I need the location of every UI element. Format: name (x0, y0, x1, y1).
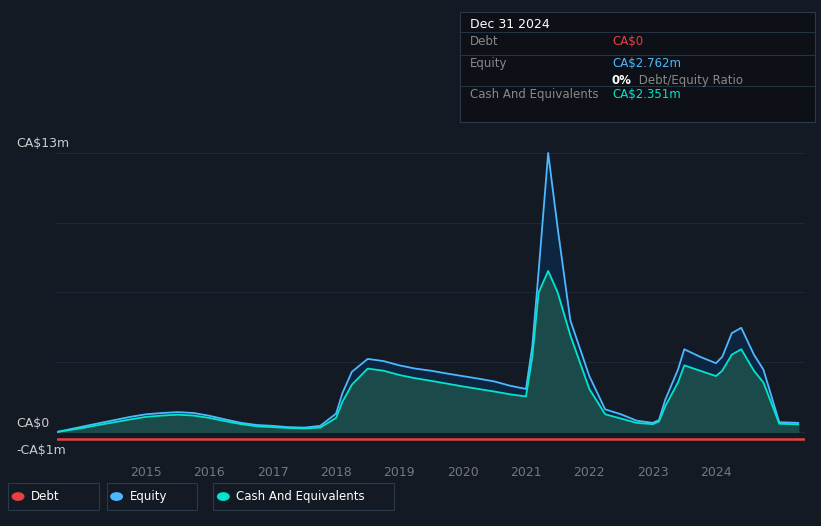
Text: Dec 31 2024: Dec 31 2024 (470, 18, 549, 32)
Text: CA$2.762m: CA$2.762m (612, 57, 681, 70)
Text: CA$13m: CA$13m (16, 137, 70, 150)
Text: Equity: Equity (130, 490, 167, 503)
Text: Equity: Equity (470, 57, 507, 70)
Text: CA$2.351m: CA$2.351m (612, 88, 681, 102)
Text: CA$0: CA$0 (16, 417, 49, 430)
Text: Debt/Equity Ratio: Debt/Equity Ratio (635, 74, 743, 87)
Text: Debt: Debt (470, 35, 498, 48)
Text: CA$0: CA$0 (612, 35, 643, 48)
Text: -CA$1m: -CA$1m (16, 444, 67, 457)
Text: Cash And Equivalents: Cash And Equivalents (470, 88, 599, 102)
Text: Cash And Equivalents: Cash And Equivalents (236, 490, 365, 503)
Text: Debt: Debt (31, 490, 60, 503)
Text: 0%: 0% (612, 74, 632, 87)
